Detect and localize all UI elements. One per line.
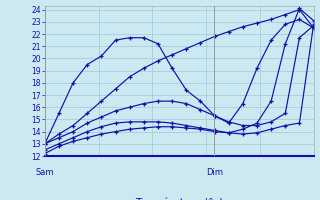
Text: Dim: Dim xyxy=(206,168,223,177)
Text: Sam: Sam xyxy=(36,168,54,177)
Text: Température (°c): Température (°c) xyxy=(135,198,223,200)
